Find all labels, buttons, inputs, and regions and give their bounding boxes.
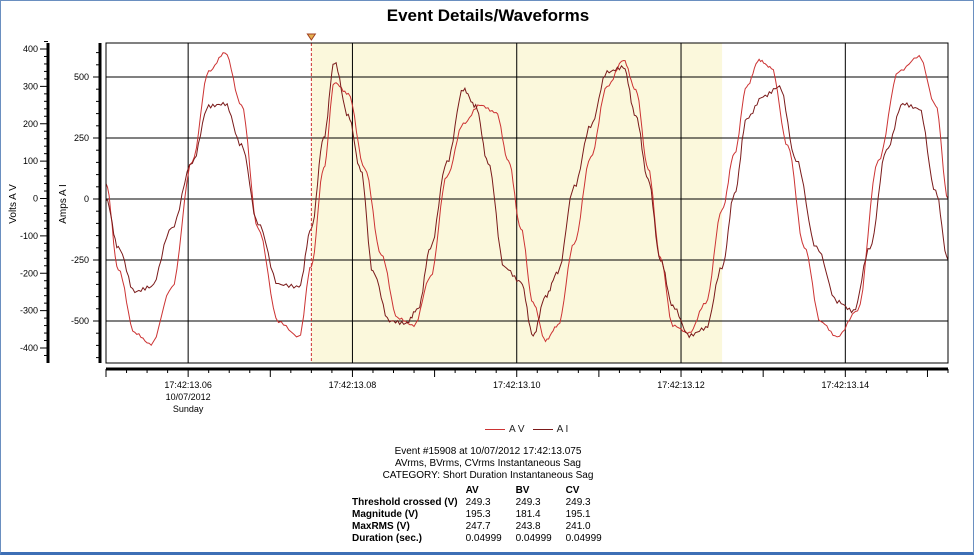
y2-tick-label: -500 xyxy=(71,316,89,326)
chart-title: Event Details/Waveforms xyxy=(386,6,590,25)
stats-value-bv: 181.4 xyxy=(515,509,541,520)
stats-label: Duration (sec.) xyxy=(352,533,423,544)
x-tick-label: Sunday xyxy=(173,404,204,414)
waveform-chart: 400 300 200 100 0 -100 -200 -300 -400 500 250 0 -25… xyxy=(8,33,949,414)
y1-axis: 400 300 200 100 0 -100 -200 -300 -400 xyxy=(20,41,50,363)
x-tick-label: 17:42:13.06 xyxy=(164,380,212,390)
legend: A V A I xyxy=(485,424,568,435)
x-tick-label: 17:42:13.08 xyxy=(329,380,377,390)
event-type-line: AVrms, BVrms, CVrms Instantaneous Sag xyxy=(395,458,581,469)
stats-value-bv: 249.3 xyxy=(515,497,541,508)
y1-tick-label: 400 xyxy=(23,44,38,54)
stats-value-cv: 0.04999 xyxy=(565,533,602,544)
y2-tick-label: 250 xyxy=(74,133,89,143)
y2-tick-label: -250 xyxy=(71,255,89,265)
stats-value-bv: 0.04999 xyxy=(515,533,552,544)
stats-value-bv: 243.8 xyxy=(515,521,541,532)
x-tick-label: 17:42:13.10 xyxy=(493,380,541,390)
y1-tick-label: 200 xyxy=(23,119,38,129)
y1-axis-title: Volts A V xyxy=(8,184,19,224)
stats-value-av: 249.3 xyxy=(465,497,491,508)
stats-header-blank xyxy=(352,485,466,497)
legend-swatch-av xyxy=(485,429,505,430)
series-line-ai xyxy=(105,61,949,339)
stats-label: MaxRMS (V) xyxy=(352,521,410,532)
stats-label: Threshold crossed (V) xyxy=(352,497,458,508)
event-summary: Event #15908 at 10/07/2012 17:42:13.075 … xyxy=(0,446,976,482)
stats-value-av: 195.3 xyxy=(465,509,491,520)
stats-row-duration: Duration (sec.) 0.04999 0.04999 0.04999 xyxy=(352,533,616,545)
y1-tick-label: -100 xyxy=(20,231,38,241)
legend-swatch-ai xyxy=(532,429,553,430)
legend-item-ai: A I xyxy=(532,424,569,435)
x-tick-label: 17:42:13.12 xyxy=(657,380,705,390)
grid xyxy=(106,43,948,363)
y2-tick-label: 500 xyxy=(74,72,89,82)
legend-item-av: A V xyxy=(485,424,525,435)
plot-area[interactable] xyxy=(105,33,949,364)
stats-row-maxrms: MaxRMS (V) 247.7 243.8 241.0 xyxy=(352,521,616,533)
x-axis: 17:42:13.06 10/07/2012 Sunday 17:42:13.08 17… xyxy=(105,367,949,414)
stats-value-cv: 241.0 xyxy=(565,521,591,532)
stats-value-cv: 195.1 xyxy=(565,509,591,520)
stats-header-av: AV xyxy=(465,485,479,496)
stats-label: Magnitude (V) xyxy=(352,509,419,520)
stats-header-cv: CV xyxy=(565,485,580,496)
series-lines xyxy=(105,52,949,346)
legend-label-ai: A I xyxy=(556,424,569,435)
y2-tick-label: 0 xyxy=(84,194,89,204)
stats-row-magnitude: Magnitude (V) 195.3 181.4 195.1 xyxy=(352,509,616,521)
stats-value-av: 0.04999 xyxy=(465,533,502,544)
y1-tick-label: -300 xyxy=(20,306,38,316)
stats-header-row: AV BV CV xyxy=(352,485,616,497)
event-category-line: CATEGORY: Short Duration Instantaneous S… xyxy=(382,470,594,481)
stats-value-cv: 249.3 xyxy=(565,497,591,508)
y1-tick-label: 0 xyxy=(33,194,38,204)
stats-table: AV BV CV Threshold crossed (V) 249.3 249… xyxy=(352,485,616,545)
y2-axis: 500 250 0 -250 -500 xyxy=(71,43,102,363)
event-id-line: Event #15908 at 10/07/2012 17:42:13.075 xyxy=(394,446,582,457)
stats-header-bv: BV xyxy=(515,485,530,496)
y2-axis-title: Amps A I xyxy=(58,184,69,223)
stats-row-threshold: Threshold crossed (V) 249.3 249.3 249.3 xyxy=(352,497,616,509)
y1-tick-label: 300 xyxy=(23,81,38,91)
plot-border xyxy=(105,42,949,364)
stats-value-av: 247.7 xyxy=(465,521,491,532)
y1-tick-label: -200 xyxy=(20,268,38,278)
x-tick-label: 17:42:13.14 xyxy=(822,380,870,390)
legend-label-av: A V xyxy=(509,424,525,435)
trigger-arrow-icon[interactable] xyxy=(306,33,317,41)
x-tick-label: 10/07/2012 xyxy=(166,392,211,402)
series-line-av xyxy=(105,52,949,346)
y1-tick-label: 100 xyxy=(23,156,38,166)
y1-tick-label: -400 xyxy=(20,343,38,353)
